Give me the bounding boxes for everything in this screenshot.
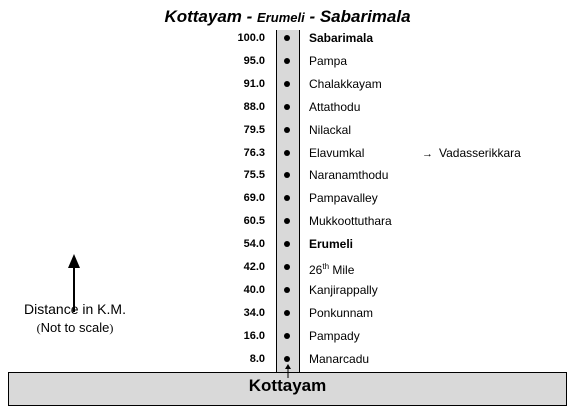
stop-distance: 95.0 <box>243 54 265 67</box>
stop-distance: 34.0 <box>243 306 265 319</box>
stop-distance: 88.0 <box>243 100 265 113</box>
stop-name: Attathodu <box>309 99 361 114</box>
stop-name: Kanjirappally <box>309 282 378 297</box>
stop-distance: 75.5 <box>243 169 265 182</box>
title-via: Erumeli <box>257 10 305 25</box>
scale-note-text: Not to scale <box>40 320 110 335</box>
stop-row: 69.0 Pampavalley <box>0 187 575 209</box>
stop-distance: 91.0 <box>243 77 265 90</box>
stop-dot <box>284 309 290 316</box>
scale-note-open: ( <box>36 321 41 335</box>
stop-row: 95.0 Pampa <box>0 50 575 72</box>
stop-distance: 69.0 <box>243 192 265 205</box>
stop-dot <box>284 172 290 179</box>
stop-row: 42.0 26th Mile <box>0 256 575 278</box>
stop-name: Chalakkayam <box>309 76 382 91</box>
scale-note-close: ) <box>109 321 114 335</box>
stop-row: 88.0 Attathodu <box>0 96 575 118</box>
stop-distance: 60.5 <box>243 215 265 228</box>
stop-name: Pampady <box>309 328 360 343</box>
title-from: Kottayam - <box>164 7 258 26</box>
stop-row: 40.0 Kanjirappally <box>0 279 575 301</box>
stop-distance: 42.0 <box>243 261 265 273</box>
stop-distance: 40.0 <box>243 283 265 296</box>
stop-dot <box>284 195 290 202</box>
stop-name: Pampa <box>309 53 348 68</box>
start-arrow-icon <box>285 364 291 378</box>
stop-name: Manarcadu <box>309 351 370 366</box>
stop-dot <box>284 57 290 64</box>
stop-name-suffix: Mile <box>329 263 355 277</box>
stop-row: 100.0 Sabarimala <box>0 27 575 49</box>
road-line <box>276 30 300 374</box>
stop-dot <box>284 103 290 110</box>
arrow-up-icon <box>68 254 80 312</box>
scale-note: (Not to scale) <box>10 319 140 337</box>
stop-row: 60.5 Mukkoottuthara <box>0 210 575 232</box>
stop-dot <box>284 355 290 362</box>
stop-name: Elavumkal <box>309 145 365 160</box>
stop-dot <box>284 332 290 339</box>
stop-distance: 54.0 <box>243 238 265 251</box>
stop-distance: 79.5 <box>243 123 265 136</box>
stop-dot <box>284 264 290 270</box>
title-to: - Sabarimala <box>304 7 411 26</box>
stop-dot <box>284 149 290 156</box>
stop-row: 91.0 Chalakkayam <box>0 73 575 95</box>
stop-name: Pampavalley <box>309 191 378 206</box>
stop-dot <box>284 241 290 248</box>
origin-label: Kottayam <box>248 376 327 395</box>
branch-road: → Vadasserikkara <box>422 142 521 165</box>
stop-row: 75.5 Naranamthodu <box>0 164 575 186</box>
stop-name-number: 26 <box>309 263 323 277</box>
stop-row: 34.0 Ponkunnam <box>0 302 575 324</box>
stop-dot <box>284 286 290 293</box>
stop-name: Naranamthodu <box>309 168 389 183</box>
stop-dot <box>284 35 290 41</box>
stop-name: 26th Mile <box>309 256 354 281</box>
diagram-title: Kottayam - Erumeli - Sabarimala <box>0 6 575 29</box>
stop-row: 16.0 Pampady <box>0 325 575 347</box>
arrow-right-icon: → <box>422 147 433 160</box>
stop-name: Erumeli <box>309 237 354 252</box>
stop-name-ordinal: th <box>322 262 330 271</box>
stop-distance: 8.0 <box>249 352 265 365</box>
stop-name: Mukkoottuthara <box>309 214 392 229</box>
stop-name: Ponkunnam <box>309 305 374 320</box>
distance-label: Distance in K.M. <box>24 301 126 317</box>
stop-name: Sabarimala <box>309 31 374 45</box>
branch-name: Vadasserikkara <box>439 145 521 160</box>
stop-distance: 16.0 <box>243 329 265 342</box>
stop-name: Nilackal <box>309 122 352 137</box>
stop-row: 79.5 Nilackal <box>0 119 575 141</box>
stop-distance: 100.0 <box>237 32 265 44</box>
stop-dot <box>284 80 290 87</box>
stop-dot <box>284 126 290 133</box>
stop-distance: 76.3 <box>243 146 265 159</box>
stop-dot <box>284 218 290 225</box>
stop-row: 8.0 Manarcadu <box>0 348 575 370</box>
stop-row: 54.0 Erumeli <box>0 233 575 255</box>
stop-row: 76.3 Elavumkal → Vadasserikkara <box>0 142 575 164</box>
